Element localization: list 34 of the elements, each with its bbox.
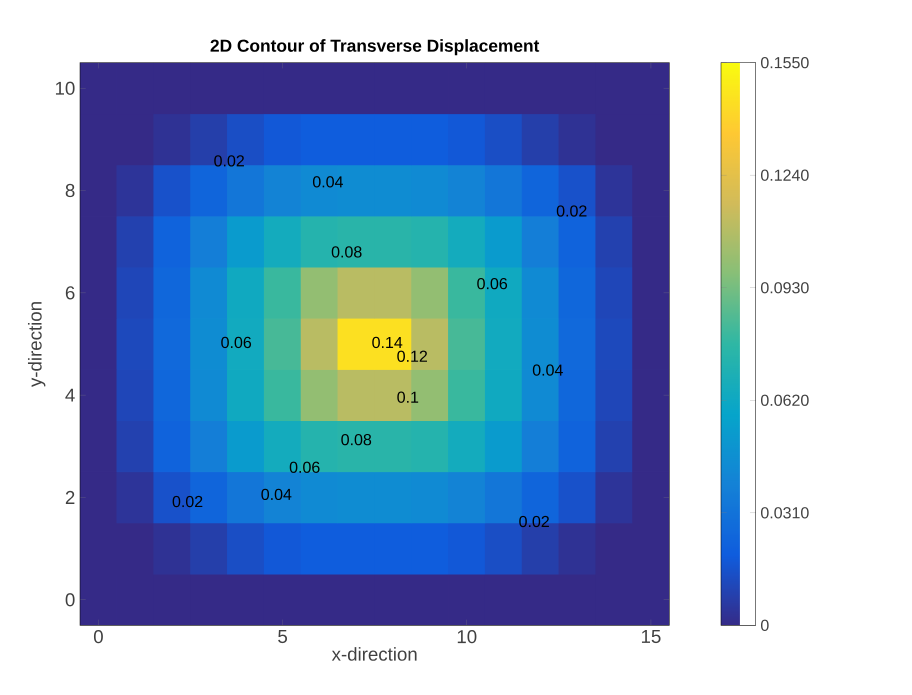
x-axis-title: x-direction (332, 647, 417, 661)
y-tick-label: 8 (66, 184, 74, 198)
annotation: 0.04 (532, 364, 563, 376)
x-tick-label: 5 (278, 630, 287, 644)
annotation: 0.12 (397, 350, 428, 362)
annotation: 0.06 (221, 336, 252, 348)
color-bar-label: 0.1240 (760, 170, 809, 182)
annotation: 0.06 (290, 462, 320, 474)
annotation: 0.02 (556, 206, 586, 217)
color-bar-label: 0 (760, 620, 769, 632)
color-bar-label: 0.1550 (760, 57, 809, 68)
annotation: 0.08 (341, 434, 372, 446)
chart-title: 2D Contour of Transverse Displacement (210, 39, 540, 56)
annotation: 0.08 (332, 246, 362, 258)
annotation: 0.02 (519, 516, 549, 528)
x-tick-label: 15 (642, 630, 661, 644)
x-tick-label: 0 (94, 630, 103, 644)
annotation: 0.04 (312, 176, 343, 188)
annotation: 0.02 (172, 496, 202, 508)
y-tick-label: 6 (66, 286, 74, 300)
color-bar-label: 0.0930 (760, 282, 809, 294)
y-tick-label: 2 (66, 491, 74, 504)
color-bar-label: 0.0310 (760, 507, 809, 519)
annotation: 0.06 (477, 278, 508, 290)
annotation: 0.1 (397, 392, 418, 404)
y-tick-label: 4 (65, 388, 75, 402)
color-bar-label: 0.0620 (760, 394, 809, 406)
y-axis-title: y-direction (28, 302, 46, 388)
annotation: 0.14 (372, 336, 402, 348)
annotation: 0.02 (214, 155, 244, 167)
annotation: 0.04 (261, 488, 292, 500)
y-tick-label: 0 (66, 593, 75, 607)
x-tick-label: 10 (458, 630, 476, 644)
y-tick-label: 10 (56, 82, 75, 96)
